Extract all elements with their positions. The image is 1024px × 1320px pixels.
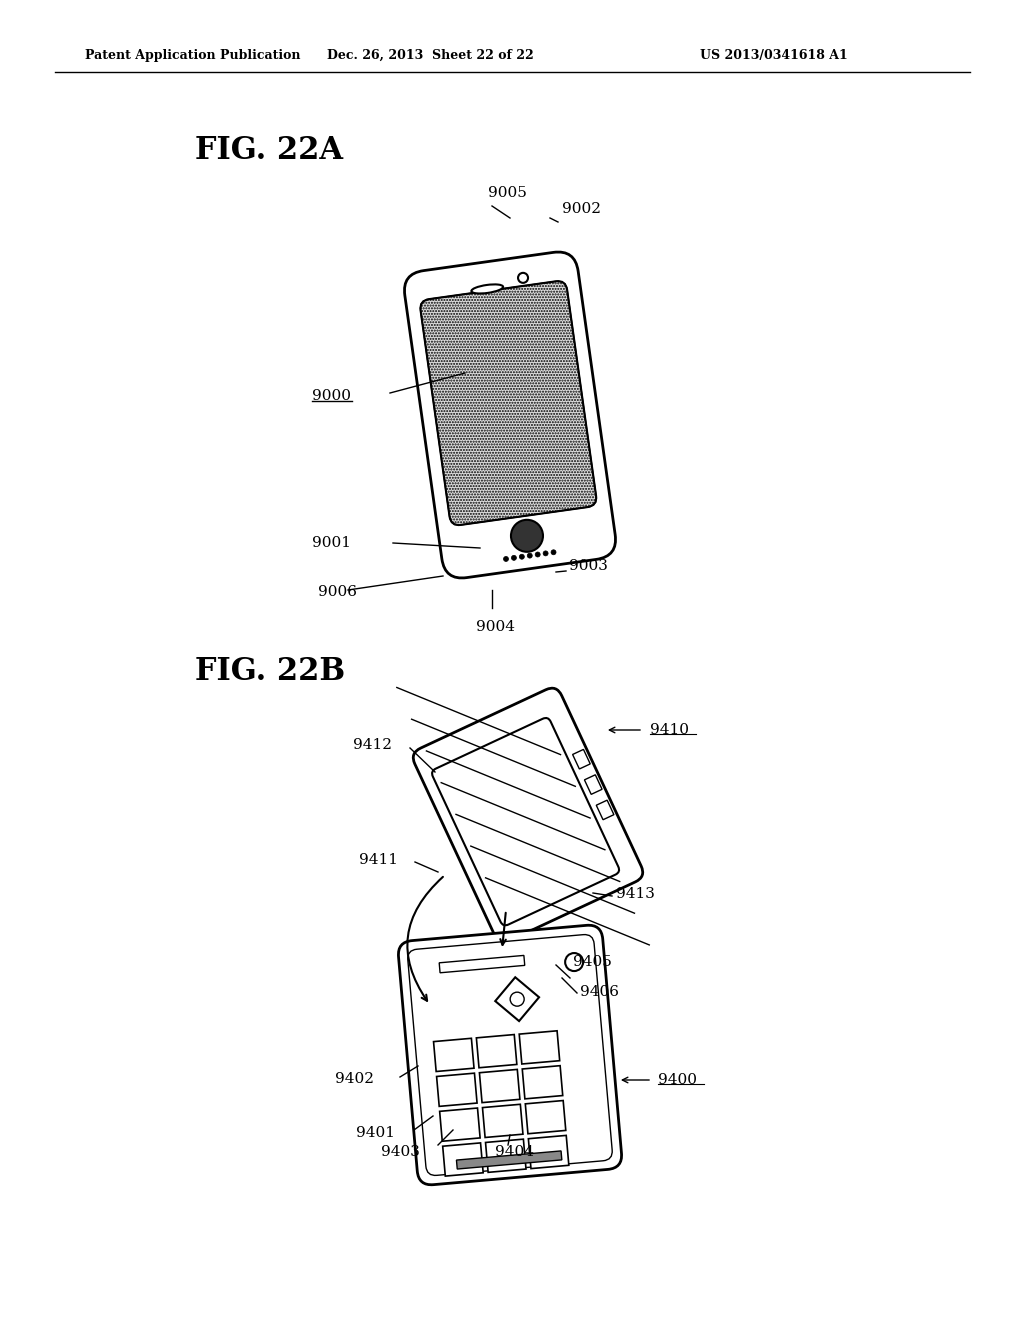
Circle shape — [565, 953, 583, 972]
Text: 9410: 9410 — [650, 723, 689, 737]
Bar — [439, 1107, 480, 1142]
Circle shape — [536, 552, 541, 557]
Circle shape — [518, 273, 528, 282]
Circle shape — [511, 556, 516, 561]
Text: 9403: 9403 — [381, 1144, 420, 1159]
Bar — [479, 1069, 520, 1102]
Polygon shape — [572, 750, 590, 770]
Polygon shape — [496, 977, 539, 1022]
Text: 9412: 9412 — [353, 738, 392, 752]
Circle shape — [504, 557, 509, 561]
Text: 9001: 9001 — [312, 536, 351, 550]
Text: 9413: 9413 — [616, 887, 655, 902]
Text: FIG. 22A: FIG. 22A — [195, 135, 343, 166]
Ellipse shape — [471, 284, 503, 293]
Bar — [439, 956, 524, 973]
Text: 9401: 9401 — [356, 1126, 395, 1140]
Bar — [522, 1065, 563, 1098]
Bar — [482, 1105, 523, 1138]
Text: FIG. 22B: FIG. 22B — [195, 656, 345, 686]
Text: 9003: 9003 — [569, 558, 608, 573]
Text: US 2013/0341618 A1: US 2013/0341618 A1 — [700, 49, 848, 62]
Bar — [528, 1135, 569, 1168]
Text: 9005: 9005 — [488, 186, 527, 201]
Text: 9400: 9400 — [658, 1073, 697, 1086]
Polygon shape — [585, 775, 602, 795]
Text: 9406: 9406 — [580, 985, 618, 999]
Text: 9405: 9405 — [573, 954, 612, 969]
Polygon shape — [596, 800, 614, 820]
Text: 9411: 9411 — [359, 853, 398, 867]
Circle shape — [551, 549, 556, 554]
Bar — [457, 1151, 562, 1170]
Circle shape — [543, 550, 548, 556]
Text: Dec. 26, 2013  Sheet 22 of 22: Dec. 26, 2013 Sheet 22 of 22 — [327, 49, 534, 62]
Text: 9402: 9402 — [335, 1072, 374, 1086]
Text: 9404: 9404 — [495, 1144, 534, 1159]
FancyBboxPatch shape — [398, 925, 622, 1185]
Circle shape — [510, 993, 524, 1006]
Bar — [436, 1073, 477, 1106]
Bar — [476, 1035, 517, 1068]
Bar — [519, 1031, 560, 1064]
FancyBboxPatch shape — [404, 252, 615, 578]
FancyBboxPatch shape — [421, 281, 596, 525]
Bar — [433, 1039, 474, 1072]
Bar — [525, 1101, 566, 1134]
Circle shape — [511, 520, 543, 552]
Text: 9006: 9006 — [318, 585, 357, 599]
Bar — [442, 1143, 483, 1176]
Circle shape — [527, 553, 532, 558]
FancyBboxPatch shape — [414, 688, 643, 942]
Text: 9000: 9000 — [312, 389, 351, 403]
Text: 9002: 9002 — [562, 202, 601, 216]
Text: 9004: 9004 — [476, 620, 515, 634]
Circle shape — [519, 554, 524, 560]
Bar — [485, 1139, 526, 1172]
FancyBboxPatch shape — [432, 718, 620, 925]
Text: Patent Application Publication: Patent Application Publication — [85, 49, 300, 62]
